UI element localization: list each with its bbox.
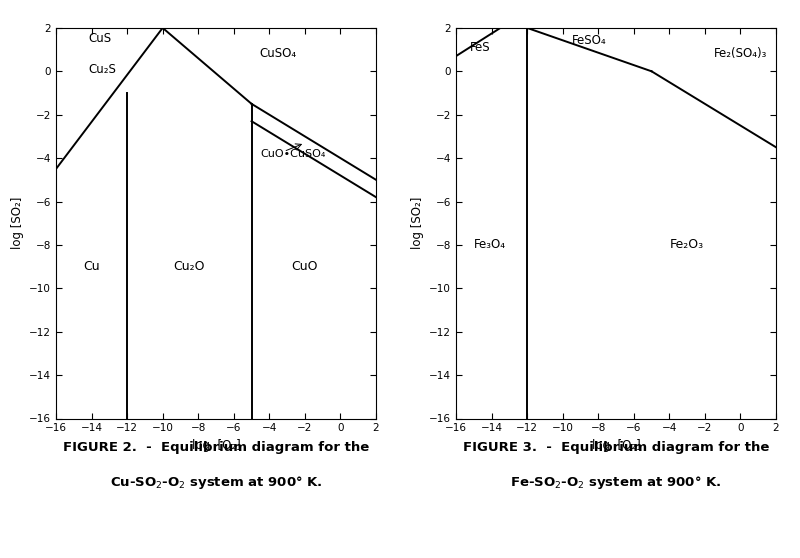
- Text: Cu: Cu: [83, 260, 100, 273]
- Text: FeS: FeS: [470, 41, 491, 54]
- Text: CuSO₄: CuSO₄: [260, 47, 297, 60]
- Text: FeSO₄: FeSO₄: [572, 35, 606, 47]
- Y-axis label: log [SO₂]: log [SO₂]: [10, 197, 23, 249]
- Text: Fe₃O₄: Fe₃O₄: [474, 238, 506, 252]
- Y-axis label: log [SO₂]: log [SO₂]: [410, 197, 423, 249]
- X-axis label: log  [O₂]: log [O₂]: [192, 439, 240, 452]
- X-axis label: log  [O₂]: log [O₂]: [592, 439, 640, 452]
- Text: FIGURE 2.  -  Equilibrium diagram for the: FIGURE 2. - Equilibrium diagram for the: [63, 441, 369, 454]
- Text: Cu₂S: Cu₂S: [88, 62, 116, 76]
- Text: Cu₂O: Cu₂O: [174, 260, 205, 273]
- Text: Fe-SO$_2$-O$_2$ system at 900° K.: Fe-SO$_2$-O$_2$ system at 900° K.: [510, 474, 722, 491]
- Text: Cu-SO$_2$-O$_2$ system at 900° K.: Cu-SO$_2$-O$_2$ system at 900° K.: [110, 474, 322, 491]
- Text: FIGURE 3.  -  Equilibrium diagram for the: FIGURE 3. - Equilibrium diagram for the: [463, 441, 769, 454]
- Text: Fe₂(SO₄)₃: Fe₂(SO₄)₃: [714, 47, 767, 60]
- Text: Fe₂O₃: Fe₂O₃: [670, 238, 704, 252]
- Text: CuS: CuS: [88, 32, 111, 45]
- Text: CuO•CuSO₄: CuO•CuSO₄: [261, 149, 326, 159]
- Text: CuO: CuO: [292, 260, 318, 273]
